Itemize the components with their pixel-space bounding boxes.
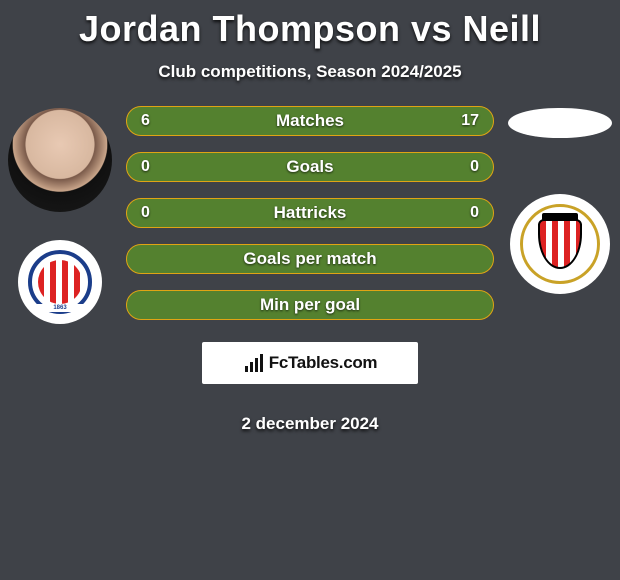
right-column bbox=[500, 106, 620, 294]
stat-label: Hattricks bbox=[274, 203, 347, 223]
branding-text: FcTables.com bbox=[269, 353, 378, 373]
left-column bbox=[0, 106, 120, 324]
comparison-layout: 6 Matches 17 0 Goals 0 0 Hattricks 0 Goa… bbox=[0, 106, 620, 434]
subtitle: Club competitions, Season 2024/2025 bbox=[0, 62, 620, 82]
bar-chart-icon bbox=[243, 354, 265, 372]
stat-left-value: 6 bbox=[141, 112, 150, 130]
stat-right-value: 17 bbox=[461, 112, 479, 130]
page-title: Jordan Thompson vs Neill bbox=[0, 0, 620, 50]
stat-label: Matches bbox=[276, 111, 344, 131]
stat-row-goals: 0 Goals 0 bbox=[126, 152, 494, 182]
club-logo-right bbox=[510, 194, 610, 294]
date-text: 2 december 2024 bbox=[126, 414, 494, 434]
sunderland-crest-icon bbox=[520, 204, 600, 284]
stat-left-value: 0 bbox=[141, 204, 150, 222]
stat-right-value: 0 bbox=[470, 158, 479, 176]
stoke-city-crest-icon bbox=[28, 250, 92, 314]
stat-row-hattricks: 0 Hattricks 0 bbox=[126, 198, 494, 228]
player-avatar-right bbox=[508, 108, 612, 138]
stat-label: Goals per match bbox=[243, 249, 376, 269]
stat-left-value: 0 bbox=[141, 158, 150, 176]
branding-badge: FcTables.com bbox=[202, 342, 418, 384]
stat-label: Min per goal bbox=[260, 295, 360, 315]
stat-row-min-per-goal: Min per goal bbox=[126, 290, 494, 320]
club-logo-left bbox=[18, 240, 102, 324]
stat-row-matches: 6 Matches 17 bbox=[126, 106, 494, 136]
stats-column: 6 Matches 17 0 Goals 0 0 Hattricks 0 Goa… bbox=[120, 106, 500, 434]
stat-label: Goals bbox=[286, 157, 333, 177]
player-avatar-left bbox=[8, 108, 112, 212]
stat-right-value: 0 bbox=[470, 204, 479, 222]
stat-row-goals-per-match: Goals per match bbox=[126, 244, 494, 274]
